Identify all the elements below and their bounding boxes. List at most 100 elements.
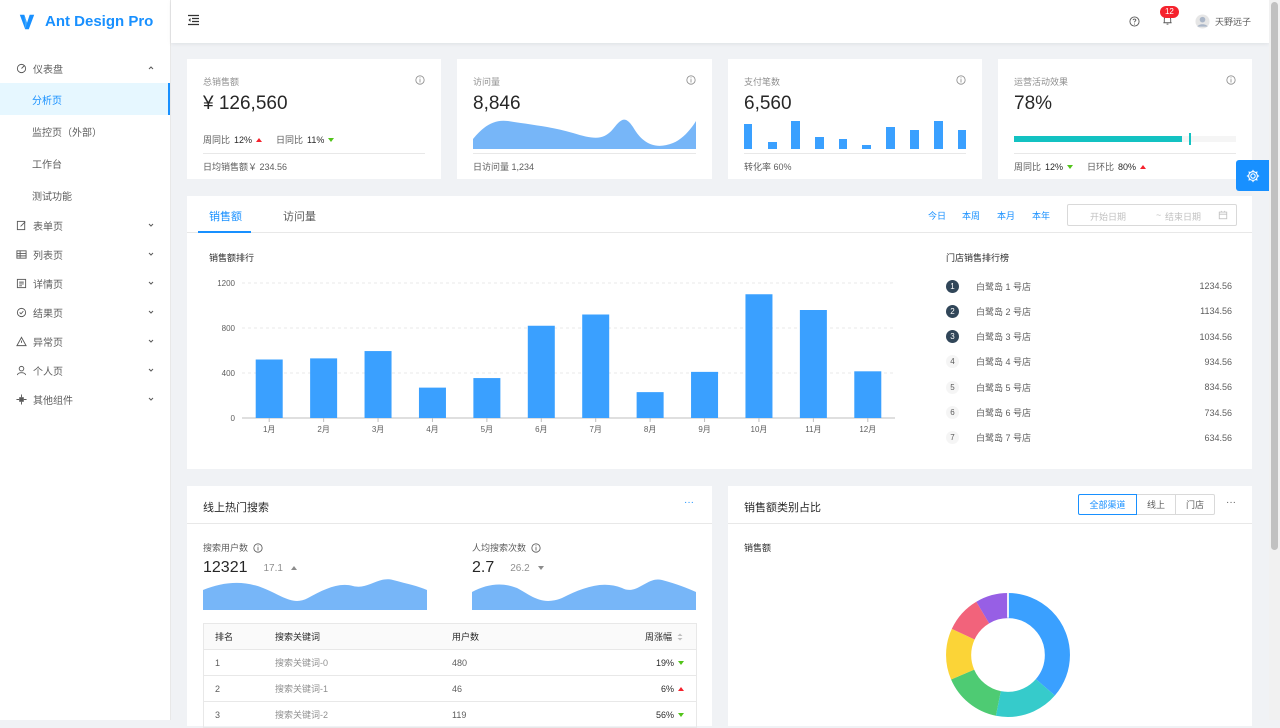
notification-bell[interactable]: 12 <box>1159 6 1179 29</box>
radio-all-channels[interactable]: 全部渠道 <box>1078 494 1137 515</box>
page-scrollbar[interactable] <box>1269 0 1280 720</box>
period-week[interactable]: 本周 <box>962 211 981 221</box>
info-icon[interactable] <box>956 75 966 85</box>
cell-users: 46 <box>452 683 463 694</box>
bar-10月 <box>745 294 773 418</box>
period-month[interactable]: 本月 <box>997 211 1016 221</box>
chevron-down-icon <box>148 223 154 227</box>
menu-dashboard-label: 仪表盘 <box>33 65 63 76</box>
stat-title: 支付笔数 <box>744 77 781 87</box>
logo[interactable]: Ant Design Pro <box>0 0 170 43</box>
menu-workplace[interactable]: 工作台 <box>32 159 62 171</box>
chevron-down-icon <box>148 339 154 343</box>
card-title: 线上热门搜索 <box>203 502 269 514</box>
col-rank: 排名 <box>215 632 234 642</box>
info-icon[interactable] <box>686 75 696 85</box>
start-date-input[interactable]: 开始日期 <box>1090 212 1127 222</box>
table-row: 2 搜索关键词-1 46 6% <box>204 676 696 702</box>
chevron-down-icon <box>148 397 154 401</box>
chevron-up-icon <box>148 66 154 70</box>
cell-keyword[interactable]: 搜索关键词-1 <box>275 684 329 694</box>
stat-card-sales: 总销售额 ¥ 126,560 周同比 12% 日同比 11% 日均销售额￥ 234.… <box>187 59 441 179</box>
form-icon <box>16 220 27 231</box>
info-icon[interactable] <box>531 542 541 553</box>
store-sales: 934.56 <box>1204 356 1232 367</box>
tab-sales[interactable]: 销售额 <box>209 211 242 223</box>
menu-analysis[interactable]: 分析页 <box>0 83 170 115</box>
menu-test[interactable]: 测试功能 <box>32 191 72 203</box>
stat-value: 8,846 <box>473 93 521 114</box>
period-today[interactable]: 今日 <box>928 211 947 221</box>
change: 26.2 <box>510 562 544 574</box>
change: 17.1 <box>264 563 297 574</box>
date-range-picker[interactable]: 开始日期 ~ 结束日期 <box>1067 204 1237 226</box>
table-icon <box>16 249 27 260</box>
end-date-input[interactable]: 结束日期 <box>1165 212 1202 222</box>
avatar[interactable]: 天野远子 <box>1195 14 1251 29</box>
store-name: 白鹭岛 7 号店 <box>976 433 1032 444</box>
cell-keyword[interactable]: 搜索关键词-0 <box>275 658 329 668</box>
chevron-down-icon <box>148 281 154 285</box>
trend-label: 日同比 <box>276 135 304 145</box>
store-sales: 834.56 <box>1204 382 1232 393</box>
sort-icon[interactable] <box>676 632 684 642</box>
more-icon[interactable]: ··· <box>684 497 694 508</box>
sidebar: Ant Design Pro 仪表盘 分析页 监控页（外部） 工作台 测试功能 … <box>0 0 171 720</box>
dashboard-icon <box>16 63 27 74</box>
info-icon[interactable] <box>1226 75 1236 85</box>
card-head: 销售额类别占比 全部渠道 线上 门店 ··· <box>728 486 1252 524</box>
ranking-item: 1 白鹭岛 1 号店 1234.56 <box>946 279 1232 293</box>
stat-value: ¥ 126,560 <box>203 93 288 114</box>
ranking-item: 3 白鹭岛 3 号店 1034.56 <box>946 330 1232 344</box>
stat-card-visits: 访问量 8,846 日访问量 1,234 <box>457 59 712 179</box>
profile-icon <box>16 278 27 289</box>
radio-online[interactable]: 线上 <box>1136 494 1176 515</box>
store-sales: 634.56 <box>1204 432 1232 443</box>
menu-account-label: 个人页 <box>33 367 63 378</box>
table-body: 1 搜索关键词-0 480 19% 2 搜索关键词-1 46 6% 3 搜索关键词-2 119 56% <box>204 650 696 728</box>
menu-form[interactable]: 表单页 <box>0 211 170 240</box>
menu-account[interactable]: 个人页 <box>0 356 170 385</box>
bar-7月 <box>582 314 610 418</box>
scrollbar-thumb[interactable] <box>1271 2 1278 550</box>
side-menu: 仪表盘 分析页 监控页（外部） 工作台 测试功能 表单页 列表页 详情页 结果页 <box>0 54 170 414</box>
settings-drawer-button[interactable] <box>1236 160 1269 191</box>
menu-monitor[interactable]: 监控页（外部） <box>32 127 102 139</box>
avg-search-area-chart <box>472 579 696 610</box>
menu-other[interactable]: 其他组件 <box>0 385 170 414</box>
info-icon[interactable] <box>253 542 263 553</box>
visits-area-chart <box>473 119 696 149</box>
user-icon <box>16 365 27 376</box>
cell-change: 6% <box>661 684 684 694</box>
menu-form-label: 表单页 <box>33 222 63 233</box>
range-separator: ~ <box>1156 210 1162 220</box>
header: 12 天野远子 <box>171 0 1269 43</box>
menu-exception[interactable]: 异常页 <box>0 327 170 356</box>
check-circle-icon <box>16 307 27 318</box>
cell-keyword[interactable]: 搜索关键词-2 <box>275 710 329 720</box>
info-icon[interactable] <box>415 75 425 85</box>
menu-list[interactable]: 列表页 <box>0 240 170 269</box>
table-header: 排名 搜索关键词 用户数 周涨幅 <box>204 624 696 650</box>
bar-1月 <box>255 359 283 418</box>
trend-label: 日环比 <box>1087 162 1115 172</box>
change-value: 26.2 <box>510 562 530 574</box>
help-icon[interactable] <box>1129 16 1140 27</box>
menu-dashboard[interactable]: 仪表盘 <box>0 54 170 83</box>
cell-users: 119 <box>452 709 467 720</box>
tab-visits[interactable]: 访问量 <box>283 211 316 223</box>
label-text: 人均搜索次数 <box>472 543 527 553</box>
radio-store[interactable]: 门店 <box>1175 494 1215 515</box>
rank-number: 3 <box>946 330 959 344</box>
stat-footer: 日均销售额￥ 234.56 <box>203 153 425 179</box>
menu-profile[interactable]: 详情页 <box>0 269 170 298</box>
ranking-item: 6 白鹭岛 6 号店 734.56 <box>946 406 1232 420</box>
menu-result[interactable]: 结果页 <box>0 298 170 327</box>
rank-number: 1 <box>946 279 959 293</box>
more-icon[interactable]: ··· <box>1226 497 1236 508</box>
col-change[interactable]: 周涨幅 <box>645 630 684 643</box>
menu-fold-icon[interactable] <box>187 14 200 26</box>
store-name: 白鹭岛 2 号店 <box>976 306 1032 317</box>
period-year[interactable]: 本年 <box>1032 211 1051 221</box>
store-sales: 1134.56 <box>1200 306 1232 317</box>
